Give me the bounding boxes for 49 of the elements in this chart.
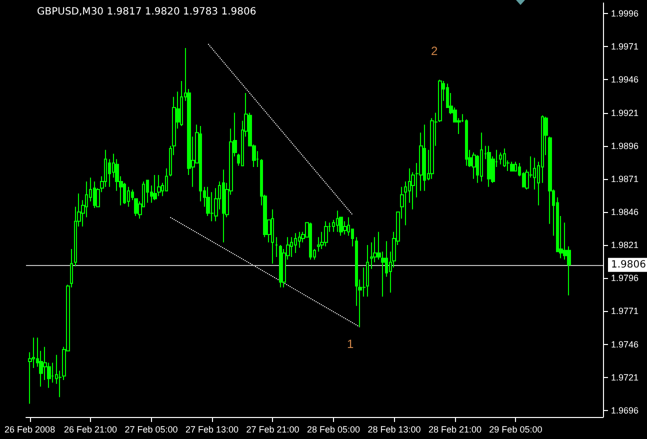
candlestick xyxy=(423,124,426,192)
y-tick-label: 1.9921 xyxy=(611,108,639,118)
candlestick xyxy=(127,186,130,208)
x-tick-label: 28 Feb 05:00 xyxy=(306,424,360,434)
chart-title: GBPUSD,M30 1.9817 1.9820 1.9783 1.9806 xyxy=(37,6,256,18)
candlestick xyxy=(279,244,282,288)
candlestick xyxy=(366,244,369,298)
candlestick xyxy=(294,232,297,254)
candlestick xyxy=(290,236,293,258)
candlestick xyxy=(499,152,502,165)
candlestick xyxy=(222,169,225,243)
candlestick xyxy=(153,174,157,201)
ref-line-label: 1.9806 xyxy=(611,259,646,270)
annotation: 1 xyxy=(347,337,354,351)
candlestick xyxy=(480,132,483,182)
y-tick-label: 1.9846 xyxy=(611,206,639,217)
candlestick xyxy=(275,236,278,258)
candlestick xyxy=(343,220,347,235)
x-tick-label: 29 Feb 05:00 xyxy=(489,424,542,434)
x-tick-label: 26 Feb 2008 xyxy=(4,424,56,434)
candlestick xyxy=(336,210,339,232)
y-tick-label: 1.9821 xyxy=(611,240,639,250)
y-tick-label: 1.9871 xyxy=(611,174,639,184)
candlestick xyxy=(487,145,491,188)
candlestick xyxy=(271,208,274,264)
y-tick-label: 1.9746 xyxy=(611,339,639,350)
candlestick xyxy=(503,148,506,168)
y-tick-label: 1.9721 xyxy=(611,372,639,382)
y-tick-label: 1.9796 xyxy=(611,273,639,284)
candlestick xyxy=(309,222,312,260)
y-tick-label: 1.9696 xyxy=(611,405,639,416)
candlestick xyxy=(157,174,161,197)
y-tick-label: 1.9771 xyxy=(611,306,639,316)
x-tick-label: 28 Feb 21:00 xyxy=(428,424,482,434)
x-tick-label: 27 Feb 05:00 xyxy=(124,424,178,434)
annotation: 2 xyxy=(431,44,438,58)
candlestick xyxy=(472,152,476,180)
y-tick-label: 1.9896 xyxy=(611,140,639,151)
candlestick xyxy=(146,180,149,204)
y-tick-label: 1.9946 xyxy=(611,74,639,85)
candlestick xyxy=(510,161,514,172)
x-tick-label: 28 Feb 13:00 xyxy=(368,424,421,434)
y-tick-label: 1.9971 xyxy=(611,42,639,52)
x-tick-label: 26 Feb 21:00 xyxy=(64,424,118,434)
x-tick-label: 27 Feb 13:00 xyxy=(185,424,239,434)
y-tick-label: 1.9996 xyxy=(611,8,639,19)
x-tick-label: 27 Feb 21:00 xyxy=(246,424,300,434)
candlestick xyxy=(324,220,328,247)
candlestick xyxy=(93,181,96,209)
